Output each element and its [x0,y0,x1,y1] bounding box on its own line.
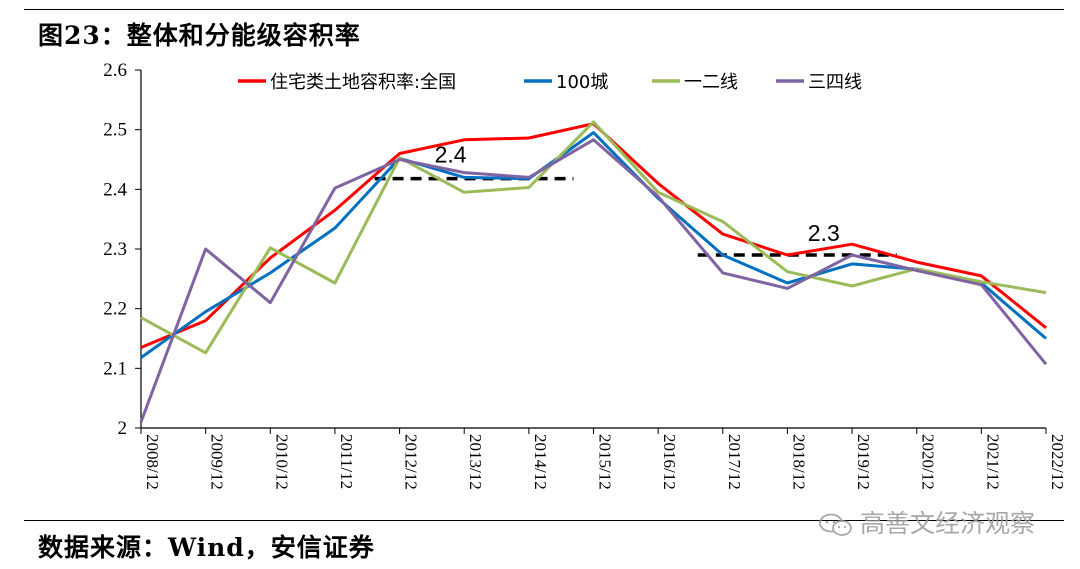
x-tick-label: 2015/12 [596,434,615,490]
legend-label: 住宅类土地容积率:全国 [270,72,456,93]
chart-axes [135,69,1047,434]
legend-label: 一二线 [684,72,738,93]
x-tick-label: 2021/12 [983,434,1002,490]
watermark: 高善文经济观察 [818,504,1035,540]
y-tick-label: 2.1 [103,358,127,379]
y-tick-label: 2.6 [103,60,127,81]
series-lines [139,120,1048,423]
figure-title: 图23：整体和分能级容积率 [38,21,361,50]
x-tick-label: 2014/12 [531,434,550,490]
x-tick-label: 2018/12 [789,434,808,490]
x-tick-label: 2012/12 [402,434,421,490]
series-line [140,131,1047,359]
annotation-label: 2.3 [808,220,840,246]
watermark-text: 高善文经济观察 [860,509,1036,538]
legend-label: 三四线 [808,72,862,93]
y-tick-label: 2.3 [103,239,127,260]
series-line [139,138,1048,423]
series-line [140,120,1047,355]
x-tick-label: 2013/12 [466,434,485,490]
legend-label: 100城 [556,72,608,93]
y-tick-label: 2.4 [103,179,127,200]
x-tick-label: 2008/12 [143,434,162,490]
y-tick-label: 2.5 [103,120,127,141]
x-tick-label: 2022/12 [1048,434,1067,490]
y-tick-labels: 2 2.1 2.2 2.3 2.4 2.5 2.6 [103,60,127,439]
x-tick-label: 2017/12 [725,434,744,490]
x-tick-label: 2016/12 [660,434,679,490]
x-tick-label: 2009/12 [208,434,227,490]
series-line [140,122,1047,349]
top-rule [24,9,1064,10]
x-tick-label: 2010/12 [272,434,291,490]
x-tick-label: 2020/12 [919,434,938,490]
bottom-rule [24,520,1064,521]
x-tick-label: 2011/12 [337,434,356,489]
y-tick-label: 2 [118,418,128,439]
source-note: 数据来源：Wind，安信证券 [38,533,375,562]
chart-annotations: 2.42.3 [374,142,897,257]
chart-legend: 住宅类土地容积率:全国 100城 一二线 三四线 [238,72,862,93]
x-tick-label: 2019/12 [854,434,873,490]
wechat-icon [819,513,852,536]
y-tick-label: 2.2 [103,299,127,320]
x-tick-labels: 2008/12 2009/12 2010/12 2011/12 2012/12 2013/… [143,434,1067,490]
